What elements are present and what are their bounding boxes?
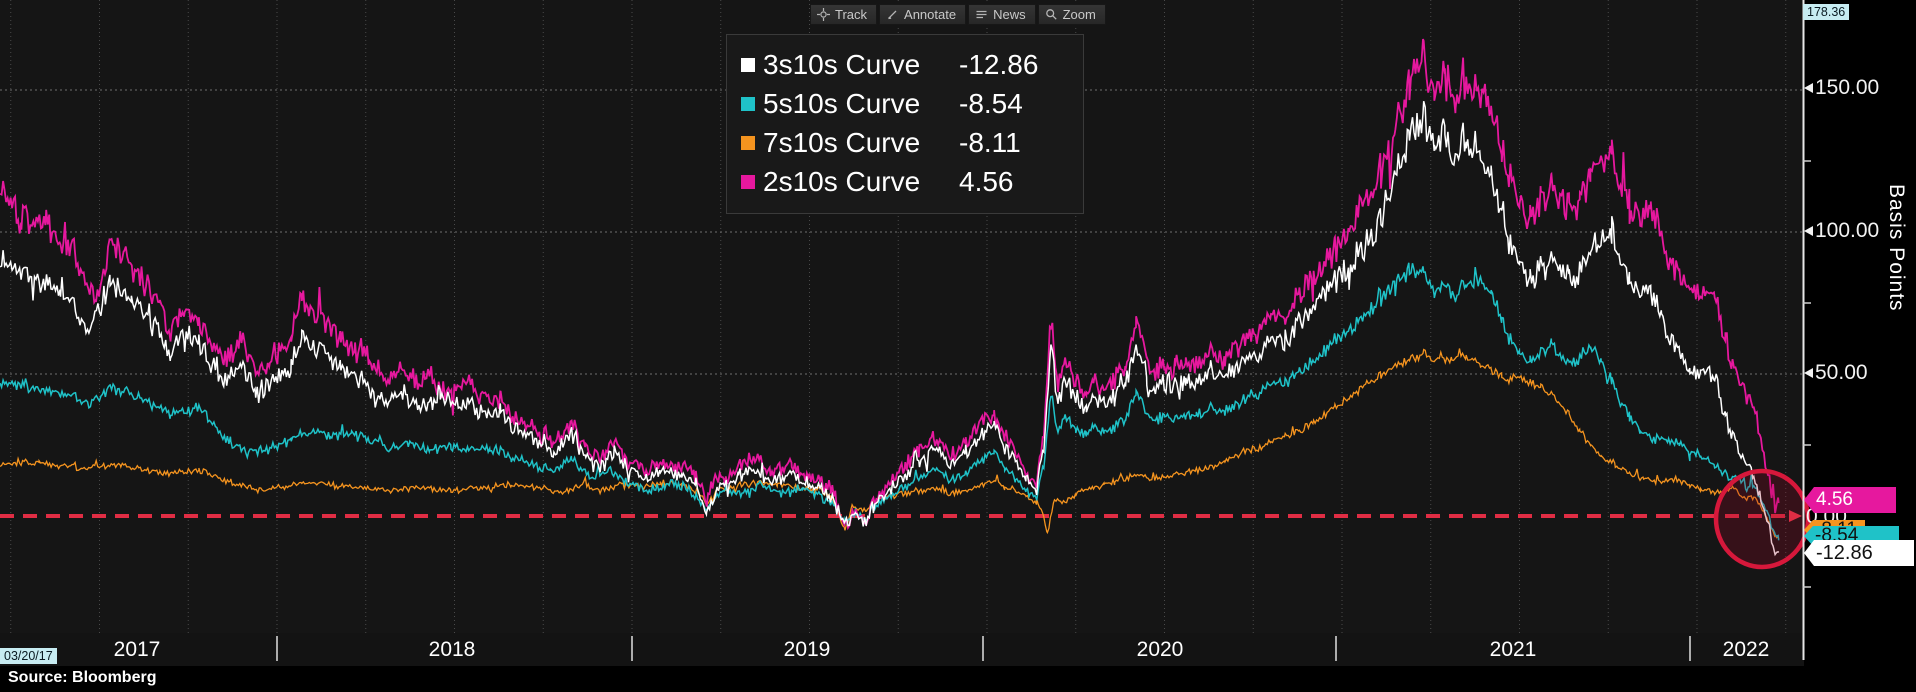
x-label-2018: 2018 [428, 638, 476, 661]
track-button[interactable]: Track [810, 4, 878, 25]
series-line-5s10s [0, 262, 1780, 541]
legend-item-5s10s[interactable]: 5s10s Curve -8.54 [741, 84, 1083, 123]
pencil-icon [888, 10, 897, 20]
magnifier-icon [1045, 9, 1057, 20]
legend-label: 5s10s Curve [763, 87, 921, 119]
tag-notch-icon [1804, 540, 1814, 566]
tag-notch-icon [1804, 526, 1813, 546]
chart-start-date: 03/20/17 [0, 648, 57, 664]
value-tag-3s10s: -12.86 [1804, 540, 1914, 566]
legend-value: 4.56 [959, 165, 1014, 197]
chart-toolbar: Track Annotate News Zoom [810, 4, 1106, 25]
tag-notch-icon [1804, 487, 1814, 513]
legend-label: 3s10s Curve [763, 48, 921, 80]
crosshair-icon [817, 8, 830, 21]
x-label-2021: 2021 [1489, 638, 1537, 661]
series-line-3s10s [0, 101, 1780, 557]
tick-arrow-icon [1804, 226, 1813, 236]
series-swatch-3s10s [741, 57, 755, 72]
legend-item-2s10s[interactable]: 2s10s Curve 4.56 [741, 162, 1083, 201]
zoom-button[interactable]: Zoom [1037, 4, 1106, 25]
y-axis-title: Basis Points [1885, 184, 1908, 312]
annotate-button-label: Annotate [904, 7, 957, 22]
series-swatch-5s10s [741, 96, 755, 111]
news-button[interactable]: News [968, 4, 1036, 25]
legend-item-3s10s[interactable]: 3s10s Curve -12.86 [741, 45, 1083, 84]
annotate-button[interactable]: Annotate [879, 4, 967, 25]
legend-value: -8.54 [959, 87, 1023, 119]
y-tick-50: 50.00 [1804, 361, 1868, 385]
value-tag-2s10s: 4.56 [1804, 487, 1896, 513]
series-line-2s10s [0, 38, 1780, 531]
track-button-label: Track [835, 7, 868, 22]
tag-value: 4.56 [1814, 487, 1896, 513]
axis-high-marker: 178.36 [1803, 4, 1850, 20]
tick-arrow-icon [1804, 83, 1813, 93]
news-lines-icon [976, 10, 987, 19]
tag-value: -12.86 [1814, 540, 1914, 566]
series-line-7s10s [0, 348, 1780, 540]
news-button-label: News [993, 7, 1026, 22]
legend-value: -8.11 [959, 126, 1021, 158]
x-label-2020: 2020 [1136, 638, 1184, 661]
tick-arrow-icon [1804, 368, 1813, 378]
y-tick-100: 100.00 [1804, 219, 1879, 243]
chart-legend: 3s10s Curve -12.86 5s10s Curve -8.54 7s1… [726, 34, 1084, 214]
legend-label: 2s10s Curve [763, 165, 921, 197]
source-bar: Source: Bloomberg [0, 666, 1916, 692]
legend-value: -12.86 [959, 48, 1039, 80]
inversion-highlight-circle [1713, 468, 1811, 570]
legend-label: 7s10s Curve [763, 126, 921, 158]
series-swatch-2s10s [741, 174, 755, 189]
x-label-2019: 2019 [783, 638, 831, 661]
x-label-2022: 2022 [1722, 638, 1770, 661]
y-tick-150: 150.00 [1804, 76, 1879, 100]
source-label: Source: Bloomberg [8, 669, 157, 686]
zoom-button-label: Zoom [1062, 7, 1096, 22]
legend-item-7s10s[interactable]: 7s10s Curve -8.11 [741, 123, 1083, 162]
x-label-2017: 2017 [113, 638, 161, 661]
series-swatch-7s10s [741, 135, 755, 150]
